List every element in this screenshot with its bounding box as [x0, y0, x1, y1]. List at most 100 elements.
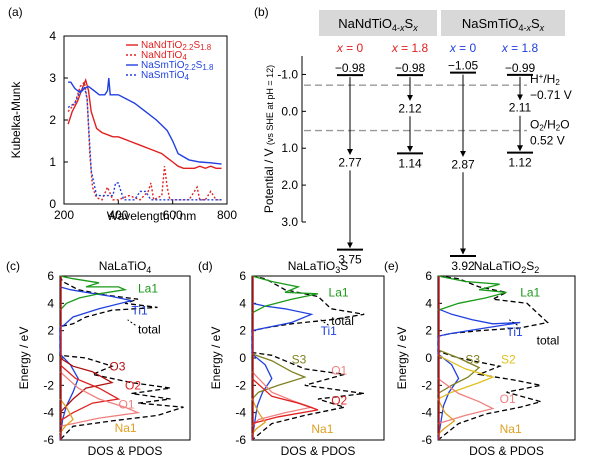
y-tick-label-b: 2.0 — [281, 178, 298, 192]
y-tick-label-d: 2 — [239, 324, 246, 338]
gap-value-1: 2.12 — [398, 101, 422, 115]
panel-label-b: (b) — [254, 5, 269, 19]
y-tick-label-a: 0 — [49, 197, 56, 211]
y-axis-label-c: Energy / eV — [17, 327, 31, 390]
y-tick-label-b: 0.0 — [281, 104, 298, 118]
dos-label-e-0: La1 — [520, 286, 540, 300]
dos-curve-d-5 — [251, 378, 319, 425]
dos-curve-d-1 — [251, 302, 314, 441]
y-tick-label-e: -4 — [421, 406, 432, 420]
dos-curve-d-6 — [251, 398, 267, 435]
dos-label-e-5: O1 — [500, 392, 516, 406]
y-tick-label-e: 0 — [425, 351, 432, 365]
x-tick-label-a: 400 — [108, 208, 128, 222]
series-line-a-3 — [67, 84, 222, 201]
y-tick-label-c: 0 — [47, 351, 54, 365]
total-leader-e — [508, 319, 518, 326]
gap-value-3: 2.11 — [509, 101, 532, 115]
dos-curve-c-5 — [59, 371, 141, 427]
y-tick-label-a: 4 — [49, 29, 56, 43]
panel-d: (d) NaLaTiO3S -6 -4 -2 0 2 4 6 Energy / eV DOS & P… — [198, 259, 385, 458]
y-tick-label-b: -1.0 — [277, 67, 298, 81]
series-line-a-0 — [67, 77, 222, 170]
dos-label-d-5: O2 — [331, 393, 347, 407]
y-tick-label-d: -2 — [235, 378, 246, 392]
y-tick-label-c: 2 — [47, 324, 54, 338]
dos-label-d-2: Ti1 — [321, 324, 338, 338]
panel-title-d: NaLaTiO3S — [288, 259, 349, 275]
y-tick-label-a: 1 — [49, 155, 56, 169]
column-header-1: x = 1.8 — [391, 41, 429, 55]
ref-value-0: −0.71 V — [530, 88, 572, 102]
dos-label-c-5: O1 — [119, 398, 135, 412]
group-header-0: NaNdTiO4-xSx — [338, 16, 418, 33]
panel-a: (a) 0 1 2 3 4 200 400 600 800 Wavelength / nm Kubel… — [8, 5, 237, 223]
dos-label-c-2: Ti1 — [132, 303, 149, 317]
cb-value-1: −0.98 — [395, 61, 426, 75]
y-tick-label-b: 1.0 — [281, 141, 298, 155]
dos-curve-c-0 — [59, 275, 184, 441]
legend-entry-a-3: NaSmTiO4 — [141, 70, 190, 82]
column-header-2: x = 0 — [449, 41, 477, 55]
y-tick-label-b: 3.0 — [281, 215, 298, 229]
y-tick-label-c: -2 — [43, 378, 54, 392]
y-tick-label-c: 4 — [47, 296, 54, 310]
dos-label-e-2: Ti1 — [507, 325, 524, 339]
dos-label-d-3: S3 — [292, 352, 307, 366]
y-axis-label-e: Energy / eV — [395, 327, 409, 390]
dos-curve-e-4 — [437, 354, 495, 400]
group-header-box-0 — [319, 10, 437, 36]
dos-label-d-4: O1 — [331, 363, 347, 377]
panel-b: (b) -1.0 0.0 1.0 2.0 3.0 Potential / V (vs SHE… — [254, 5, 572, 273]
y-tick-label-d: -6 — [235, 433, 246, 447]
dos-curve-c-2 — [59, 275, 128, 311]
ref-label-1: O2/H2O — [530, 118, 570, 133]
dos-label-d-1: total — [331, 314, 354, 328]
dos-label-c-1: total — [138, 322, 161, 336]
dos-label-c-6: Na1 — [115, 421, 137, 435]
dos-label-d-6: Na1 — [311, 422, 333, 436]
y-tick-label-e: -2 — [421, 378, 432, 392]
dos-curve-d-0 — [251, 275, 365, 441]
dos-curve-d-3 — [251, 353, 307, 400]
dos-curve-e-5 — [437, 377, 495, 425]
series-line-a-1 — [67, 80, 222, 201]
dos-curve-e-6 — [437, 398, 456, 435]
dos-curve-c-3 — [59, 357, 114, 414]
dos-label-e-6: Na1 — [500, 422, 522, 436]
y-axis-label-a: Kubelka-Munk — [9, 81, 23, 159]
dos-curve-e-1 — [437, 308, 521, 441]
vb-value-3: 1.12 — [508, 156, 532, 170]
panel-label-c: (c) — [6, 259, 20, 273]
y-tick-label-e: -6 — [421, 433, 432, 447]
dos-label-d-0: La1 — [329, 286, 349, 300]
legend-entry-a-0: NaNdTiO2.2S1.8 — [141, 40, 212, 52]
y-axis-label-b: Potential / V (vs SHE at pH = 12) — [262, 65, 276, 213]
dos-curve-c-6 — [59, 398, 74, 434]
panel-title-e: NaLaTiO2S2 — [474, 259, 540, 275]
y-tick-label-e: 4 — [425, 296, 432, 310]
x-axis-label-c: DOS & PDOS — [88, 444, 163, 458]
x-axis-label-d: DOS & PDOS — [281, 444, 356, 458]
panel-c: (c) NaLaTiO4 -6 -4 -2 0 2 4 6 Energy / eV DOS & PD… — [6, 259, 191, 458]
y-tick-label-e: 6 — [425, 269, 432, 283]
ref-label-0: H+/H2 — [530, 72, 560, 87]
y-tick-label-d: 0 — [239, 351, 246, 365]
y-axis-label-d: Energy / eV — [209, 327, 223, 390]
dos-label-e-4: S2 — [501, 352, 516, 366]
legend-entry-a-2: NaSmTiO2.2S1.8 — [141, 60, 214, 72]
total-leader-d — [320, 319, 329, 326]
x-tick-label-a: 800 — [217, 208, 237, 222]
series-line-a-2 — [68, 77, 222, 165]
dos-curve-c-4 — [59, 364, 121, 422]
vb-value-0: 3.75 — [338, 253, 362, 267]
y-tick-label-d: -4 — [235, 406, 246, 420]
dos-curve-e-0 — [437, 275, 549, 441]
x-axis-label-e: DOS & PDOS — [469, 444, 544, 458]
panel-title-c: NaLaTiO4 — [99, 259, 152, 275]
ref-value-1: 0.52 V — [530, 134, 565, 148]
x-tick-label-a: 600 — [163, 208, 183, 222]
y-tick-label-d: 4 — [239, 296, 246, 310]
y-tick-label-e: 2 — [425, 324, 432, 338]
